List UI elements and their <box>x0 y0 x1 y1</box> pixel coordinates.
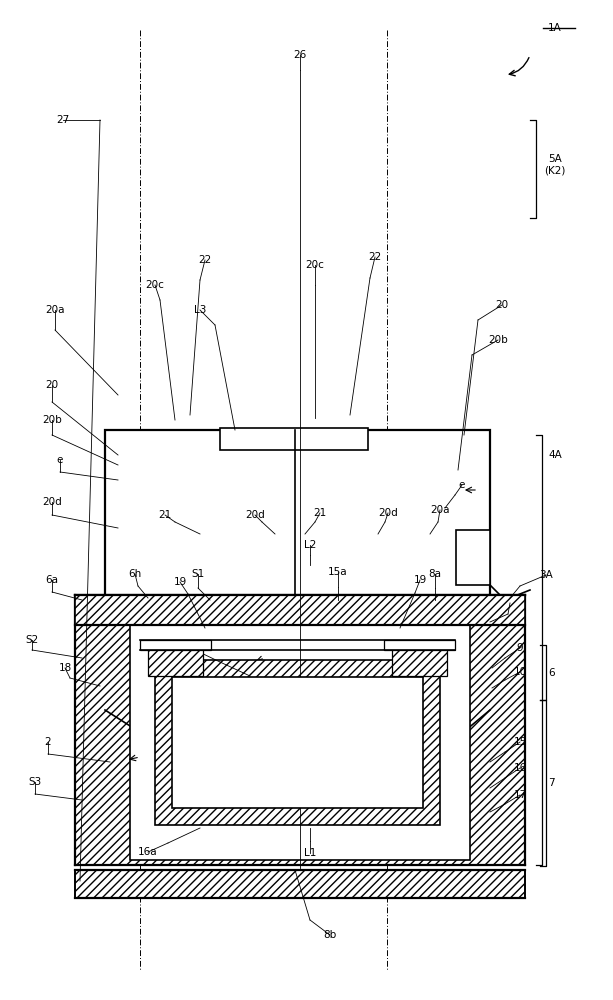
Text: 16f: 16f <box>186 645 204 655</box>
Text: 18: 18 <box>58 663 72 673</box>
Text: 20a: 20a <box>430 505 450 515</box>
Text: 3A: 3A <box>539 570 553 580</box>
Text: e: e <box>459 480 465 490</box>
Bar <box>220 428 368 450</box>
Text: 6a: 6a <box>45 575 58 585</box>
Bar <box>130 620 470 860</box>
Bar <box>140 640 211 650</box>
Bar <box>384 640 455 650</box>
Text: 4A: 4A <box>548 450 562 460</box>
Text: 16: 16 <box>513 763 527 773</box>
Text: 20d: 20d <box>42 497 62 507</box>
Text: 18: 18 <box>503 598 517 608</box>
Text: S1: S1 <box>191 569 205 579</box>
Bar <box>155 660 440 825</box>
Text: 20a: 20a <box>45 305 65 315</box>
Text: L2: L2 <box>304 540 316 550</box>
Text: 20: 20 <box>495 300 509 310</box>
Bar <box>75 595 525 865</box>
Text: 15a: 15a <box>328 567 348 577</box>
Text: 15: 15 <box>513 737 527 747</box>
Text: 15e: 15e <box>375 683 395 693</box>
Text: 8b: 8b <box>324 930 337 940</box>
Text: 21: 21 <box>158 510 172 520</box>
Text: 9: 9 <box>517 643 524 653</box>
Text: 22: 22 <box>199 255 211 265</box>
Text: e: e <box>57 455 63 465</box>
Text: 20: 20 <box>45 380 59 390</box>
Text: 5A
(K2): 5A (K2) <box>544 154 566 176</box>
Text: 16a: 16a <box>138 847 158 857</box>
Text: L3: L3 <box>194 305 206 315</box>
Bar <box>75 870 525 898</box>
Text: 6h: 6h <box>128 569 142 579</box>
Text: S2: S2 <box>25 635 39 645</box>
Text: 20d: 20d <box>378 508 398 518</box>
Bar <box>456 530 490 585</box>
Text: 20b: 20b <box>488 335 508 345</box>
Text: 1A: 1A <box>548 23 562 33</box>
Bar <box>148 648 203 676</box>
Text: 20c: 20c <box>305 260 324 270</box>
Text: L1: L1 <box>304 848 316 858</box>
Text: 20d: 20d <box>245 510 265 520</box>
Text: 17: 17 <box>513 790 527 800</box>
Text: S3: S3 <box>28 777 42 787</box>
Text: 10: 10 <box>514 667 527 677</box>
Text: 20b: 20b <box>42 415 62 425</box>
Text: 19: 19 <box>413 575 427 585</box>
Text: 21: 21 <box>313 508 327 518</box>
Bar <box>172 677 423 808</box>
Text: 27: 27 <box>56 115 70 125</box>
Text: 7: 7 <box>548 778 555 788</box>
Text: 20c: 20c <box>145 280 164 290</box>
Text: 8a: 8a <box>428 569 441 579</box>
Bar <box>75 595 525 625</box>
Text: 2a: 2a <box>232 681 245 691</box>
Text: 6: 6 <box>548 668 555 678</box>
Text: 2: 2 <box>45 737 51 747</box>
Text: 19: 19 <box>173 577 186 587</box>
Text: 26: 26 <box>294 50 306 60</box>
Text: 22: 22 <box>368 252 382 262</box>
Bar <box>105 430 490 710</box>
Bar <box>392 648 447 676</box>
